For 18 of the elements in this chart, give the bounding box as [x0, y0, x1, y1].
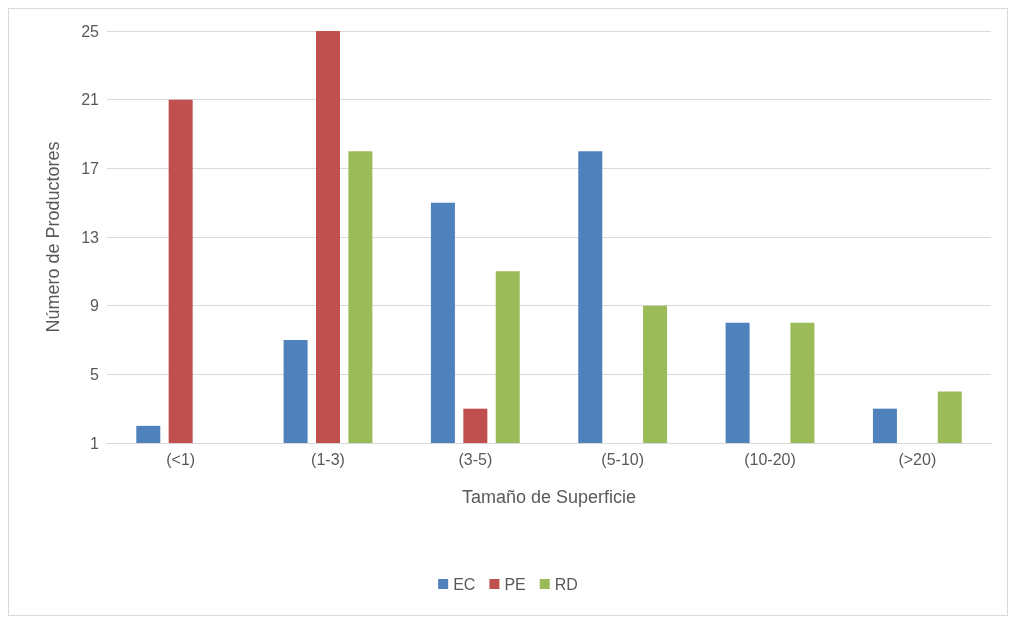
x-tick-label: (5-10): [601, 450, 645, 468]
x-tick-label: (1-3): [311, 450, 345, 468]
y-tick-label: 13: [81, 228, 100, 246]
x-axis-title: Tamaño de Superficie: [461, 487, 637, 507]
y-tick-label: 1: [90, 434, 100, 452]
y-tick-label: 25: [81, 22, 100, 40]
legend-label: EC: [453, 575, 476, 593]
x-tick-label: (10-20): [744, 450, 796, 468]
x-tick-label: (<1): [166, 450, 196, 468]
x-tick-label: (>20): [898, 450, 937, 468]
y-tick-label: 5: [90, 365, 100, 383]
y-tick-label: 21: [81, 91, 100, 109]
y-axis-title: Número de Productores: [43, 141, 63, 333]
y-tick-label: 17: [81, 159, 100, 177]
legend-label: RD: [554, 575, 578, 593]
x-tick-label: (3-5): [458, 450, 493, 468]
legend-label: PE: [504, 575, 526, 593]
y-tick-label: 9: [90, 297, 100, 315]
